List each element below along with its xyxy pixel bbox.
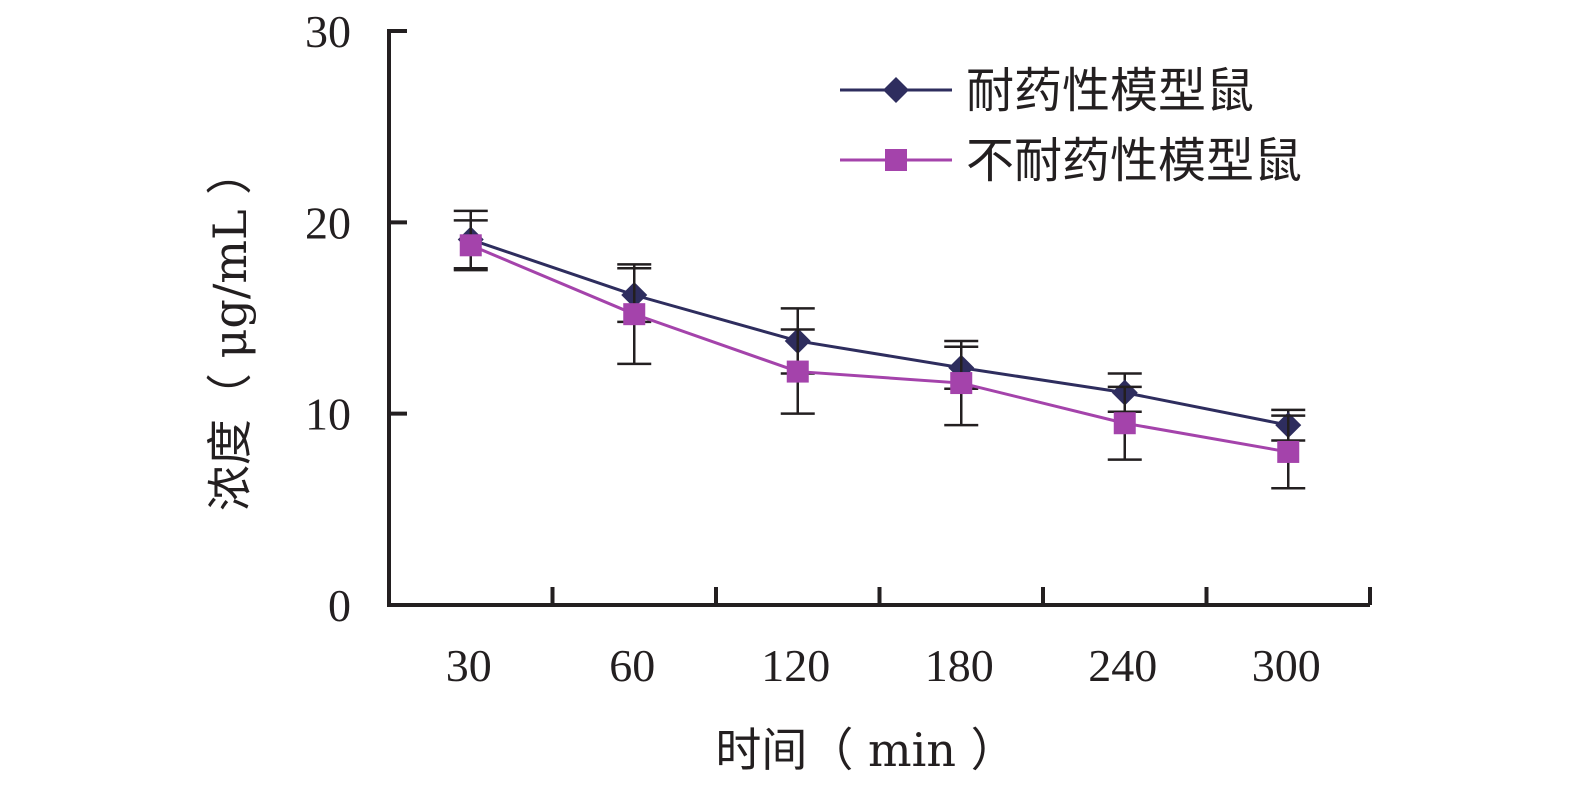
y-tick-label: 20 (305, 197, 351, 248)
x-tick-label: 180 (925, 640, 994, 691)
series-line (470, 243, 1289, 454)
x-tick-label: 120 (761, 640, 830, 691)
y-tick-label: 30 (305, 6, 351, 57)
y-axis-title: 浓度（ μg/mL ） (203, 149, 257, 511)
data-point (459, 234, 482, 257)
legend-marker (883, 77, 909, 103)
x-tick-label: 300 (1252, 640, 1321, 691)
legend-marker (885, 149, 907, 171)
x-axis-title: 时间（ min ） (715, 723, 1016, 777)
y-tick-label: 10 (305, 389, 351, 440)
series-layer (453, 209, 1306, 490)
series-1 (453, 209, 1306, 442)
x-tick-label: 240 (1088, 640, 1157, 691)
data-point (950, 372, 973, 395)
legend-label: 耐药性模型鼠 (966, 63, 1254, 119)
x-axis-ticks: 30 60 120 180 240 300 (446, 587, 1372, 691)
series-2 (453, 219, 1306, 490)
data-point (623, 303, 646, 326)
x-tick-label: 60 (609, 640, 655, 691)
legend-item-1: 耐药性模型鼠 (840, 63, 1254, 119)
data-point (1277, 440, 1300, 463)
series-line (470, 238, 1289, 427)
x-tick-label: 30 (446, 640, 492, 691)
data-point (1113, 412, 1136, 435)
y-tick-label: 0 (328, 580, 351, 631)
y-axis-ticks: 0 10 20 30 (305, 6, 407, 631)
data-point (786, 360, 809, 383)
legend-item-2: 不耐药性模型鼠 (840, 133, 1302, 189)
legend-label: 不耐药性模型鼠 (966, 133, 1302, 189)
